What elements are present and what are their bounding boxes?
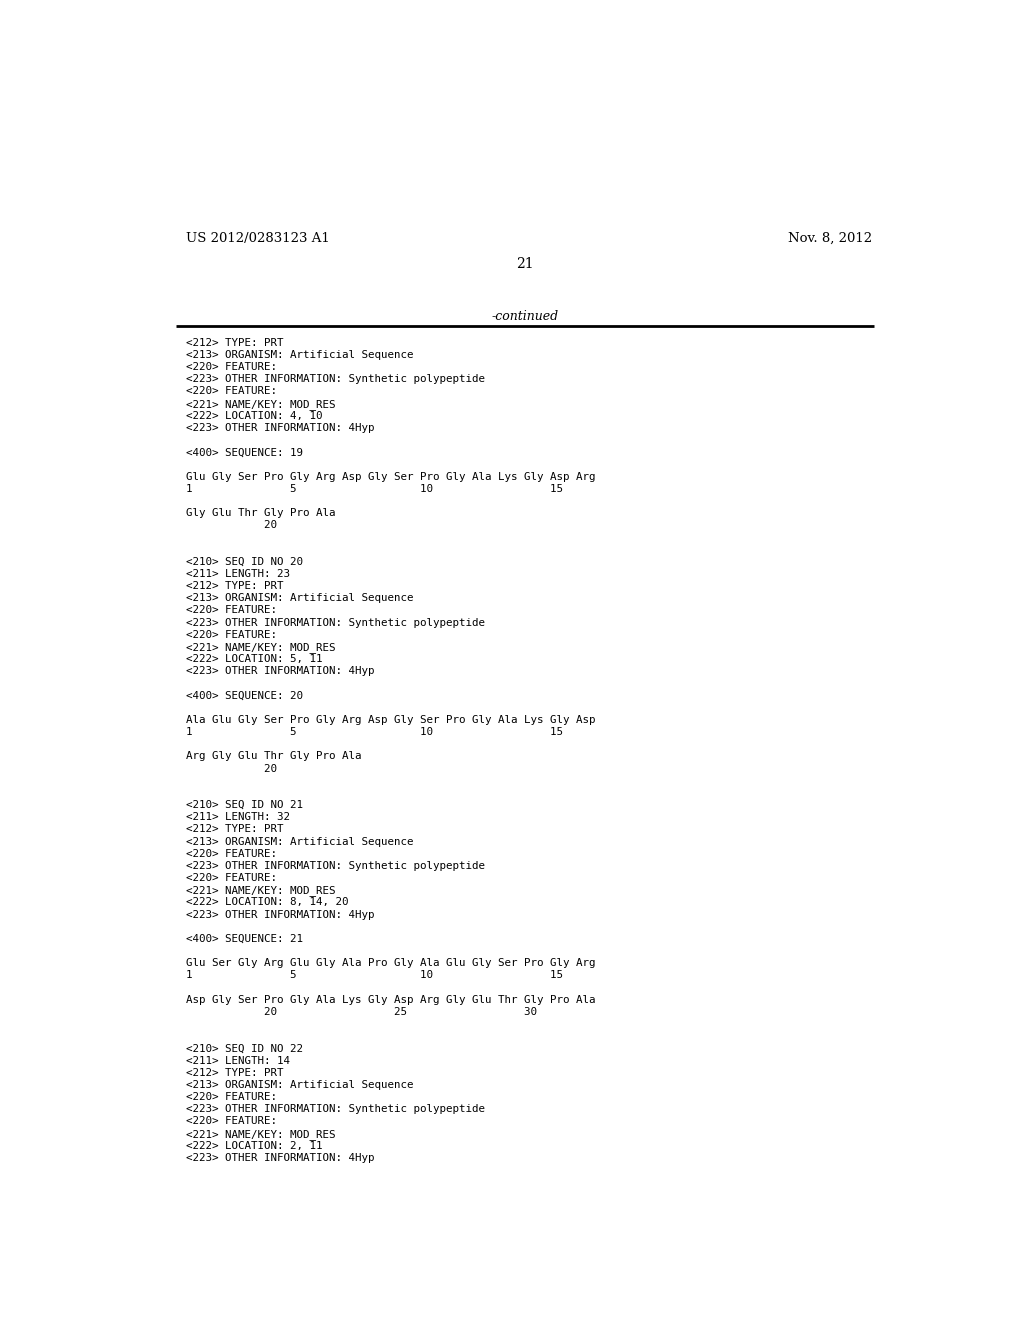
Text: <220> FEATURE:: <220> FEATURE: (186, 362, 278, 372)
Text: <213> ORGANISM: Artificial Sequence: <213> ORGANISM: Artificial Sequence (186, 350, 414, 360)
Text: <210> SEQ ID NO 21: <210> SEQ ID NO 21 (186, 800, 303, 810)
Text: <212> TYPE: PRT: <212> TYPE: PRT (186, 1068, 284, 1077)
Text: <223> OTHER INFORMATION: 4Hyp: <223> OTHER INFORMATION: 4Hyp (186, 1152, 375, 1163)
Text: 1               5                   10                  15: 1 5 10 15 (186, 727, 563, 737)
Text: <221> NAME/KEY: MOD_RES: <221> NAME/KEY: MOD_RES (186, 886, 336, 896)
Text: 1               5                   10                  15: 1 5 10 15 (186, 970, 563, 981)
Text: <221> NAME/KEY: MOD_RES: <221> NAME/KEY: MOD_RES (186, 1129, 336, 1139)
Text: <223> OTHER INFORMATION: 4Hyp: <223> OTHER INFORMATION: 4Hyp (186, 909, 375, 920)
Text: Nov. 8, 2012: Nov. 8, 2012 (787, 231, 872, 244)
Text: Glu Ser Gly Arg Glu Gly Ala Pro Gly Ala Glu Gly Ser Pro Gly Arg: Glu Ser Gly Arg Glu Gly Ala Pro Gly Ala … (186, 958, 596, 969)
Text: <223> OTHER INFORMATION: Synthetic polypeptide: <223> OTHER INFORMATION: Synthetic polyp… (186, 618, 485, 627)
Text: <220> FEATURE:: <220> FEATURE: (186, 873, 278, 883)
Text: <400> SEQUENCE: 19: <400> SEQUENCE: 19 (186, 447, 303, 457)
Text: 20: 20 (186, 763, 278, 774)
Text: <220> FEATURE:: <220> FEATURE: (186, 849, 278, 859)
Text: US 2012/0283123 A1: US 2012/0283123 A1 (186, 231, 330, 244)
Text: <212> TYPE: PRT: <212> TYPE: PRT (186, 338, 284, 347)
Text: <400> SEQUENCE: 20: <400> SEQUENCE: 20 (186, 690, 303, 701)
Text: <221> NAME/KEY: MOD_RES: <221> NAME/KEY: MOD_RES (186, 642, 336, 653)
Text: <223> OTHER INFORMATION: Synthetic polypeptide: <223> OTHER INFORMATION: Synthetic polyp… (186, 375, 485, 384)
Text: <221> NAME/KEY: MOD_RES: <221> NAME/KEY: MOD_RES (186, 399, 336, 409)
Text: <223> OTHER INFORMATION: 4Hyp: <223> OTHER INFORMATION: 4Hyp (186, 422, 375, 433)
Text: -continued: -continued (492, 310, 558, 323)
Text: <222> LOCATION: 2, 11: <222> LOCATION: 2, 11 (186, 1140, 323, 1151)
Text: Ala Glu Gly Ser Pro Gly Arg Asp Gly Ser Pro Gly Ala Lys Gly Asp: Ala Glu Gly Ser Pro Gly Arg Asp Gly Ser … (186, 715, 596, 725)
Text: <211> LENGTH: 14: <211> LENGTH: 14 (186, 1056, 290, 1065)
Text: <213> ORGANISM: Artificial Sequence: <213> ORGANISM: Artificial Sequence (186, 837, 414, 846)
Text: Glu Gly Ser Pro Gly Arg Asp Gly Ser Pro Gly Ala Lys Gly Asp Arg: Glu Gly Ser Pro Gly Arg Asp Gly Ser Pro … (186, 471, 596, 482)
Text: <211> LENGTH: 23: <211> LENGTH: 23 (186, 569, 290, 579)
Text: Asp Gly Ser Pro Gly Ala Lys Gly Asp Arg Gly Glu Thr Gly Pro Ala: Asp Gly Ser Pro Gly Ala Lys Gly Asp Arg … (186, 995, 596, 1005)
Text: 21: 21 (516, 257, 534, 271)
Text: <220> FEATURE:: <220> FEATURE: (186, 630, 278, 640)
Text: <220> FEATURE:: <220> FEATURE: (186, 1092, 278, 1102)
Text: <222> LOCATION: 4, 10: <222> LOCATION: 4, 10 (186, 411, 323, 421)
Text: <220> FEATURE:: <220> FEATURE: (186, 387, 278, 396)
Text: 20                  25                  30: 20 25 30 (186, 1007, 538, 1016)
Text: <212> TYPE: PRT: <212> TYPE: PRT (186, 581, 284, 591)
Text: Arg Gly Glu Thr Gly Pro Ala: Arg Gly Glu Thr Gly Pro Ala (186, 751, 361, 762)
Text: <223> OTHER INFORMATION: 4Hyp: <223> OTHER INFORMATION: 4Hyp (186, 667, 375, 676)
Text: <210> SEQ ID NO 22: <210> SEQ ID NO 22 (186, 1043, 303, 1053)
Text: <211> LENGTH: 32: <211> LENGTH: 32 (186, 812, 290, 822)
Text: <213> ORGANISM: Artificial Sequence: <213> ORGANISM: Artificial Sequence (186, 593, 414, 603)
Text: <222> LOCATION: 5, 11: <222> LOCATION: 5, 11 (186, 655, 323, 664)
Text: <223> OTHER INFORMATION: Synthetic polypeptide: <223> OTHER INFORMATION: Synthetic polyp… (186, 861, 485, 871)
Text: <400> SEQUENCE: 21: <400> SEQUENCE: 21 (186, 935, 303, 944)
Text: <212> TYPE: PRT: <212> TYPE: PRT (186, 825, 284, 834)
Text: 20: 20 (186, 520, 278, 531)
Text: <220> FEATURE:: <220> FEATURE: (186, 1117, 278, 1126)
Text: 1               5                   10                  15: 1 5 10 15 (186, 484, 563, 494)
Text: <222> LOCATION: 8, 14, 20: <222> LOCATION: 8, 14, 20 (186, 898, 348, 907)
Text: <223> OTHER INFORMATION: Synthetic polypeptide: <223> OTHER INFORMATION: Synthetic polyp… (186, 1105, 485, 1114)
Text: Gly Glu Thr Gly Pro Ala: Gly Glu Thr Gly Pro Ala (186, 508, 336, 519)
Text: <213> ORGANISM: Artificial Sequence: <213> ORGANISM: Artificial Sequence (186, 1080, 414, 1090)
Text: <220> FEATURE:: <220> FEATURE: (186, 606, 278, 615)
Text: <210> SEQ ID NO 20: <210> SEQ ID NO 20 (186, 557, 303, 566)
